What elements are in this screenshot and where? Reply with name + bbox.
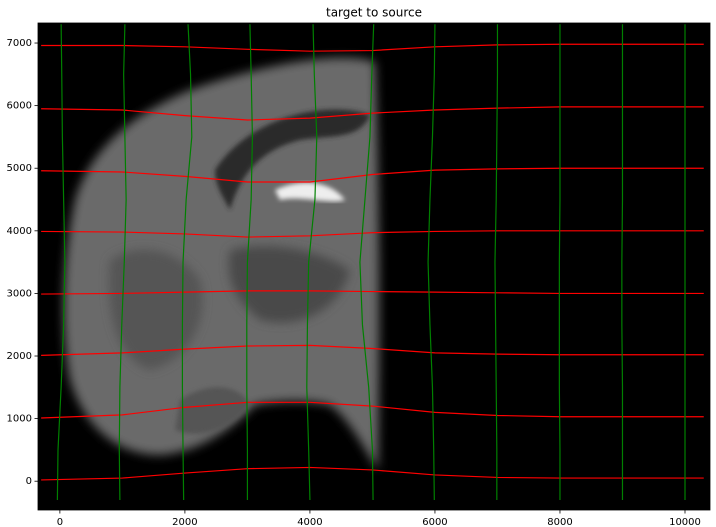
deformation-line bbox=[41, 230, 704, 238]
grid-lines bbox=[41, 24, 704, 500]
deformation-line bbox=[41, 106, 704, 121]
y-tick-label: 1000 bbox=[7, 414, 32, 425]
x-tick-label: 6000 bbox=[422, 517, 447, 527]
deformation-line bbox=[56, 24, 66, 500]
x-tick-label: 2000 bbox=[172, 517, 197, 527]
deformation-line bbox=[41, 167, 704, 183]
x-tick-label: 0 bbox=[57, 517, 63, 527]
deformation-line bbox=[246, 24, 254, 500]
deformation-line bbox=[181, 24, 193, 500]
y-tick-label: 7000 bbox=[7, 38, 32, 49]
deformation-line bbox=[41, 401, 704, 419]
y-tick-label: 0 bbox=[26, 476, 32, 487]
deformation-line bbox=[427, 24, 436, 500]
y-tick-label: 5000 bbox=[7, 163, 32, 174]
deformation-line bbox=[621, 24, 624, 500]
y-tick-label: 2000 bbox=[7, 351, 32, 362]
axes-frame bbox=[37, 22, 711, 511]
x-tick-label: 10000 bbox=[669, 517, 701, 527]
deformation-line bbox=[359, 24, 375, 500]
deformation-line bbox=[306, 24, 318, 500]
y-tick-label: 3000 bbox=[7, 288, 32, 299]
chart-title: target to source bbox=[326, 6, 422, 20]
deformation-line bbox=[41, 344, 704, 356]
deformation-line bbox=[41, 290, 704, 295]
deformation-line bbox=[558, 24, 561, 500]
x-tick-label: 8000 bbox=[547, 517, 572, 527]
deformation-line bbox=[118, 24, 127, 500]
deformation-line bbox=[494, 24, 499, 500]
y-tick-label: 6000 bbox=[7, 101, 32, 112]
brain-image bbox=[63, 57, 380, 470]
y-tick-label: 4000 bbox=[7, 226, 32, 237]
x-tick-label: 4000 bbox=[297, 517, 322, 527]
